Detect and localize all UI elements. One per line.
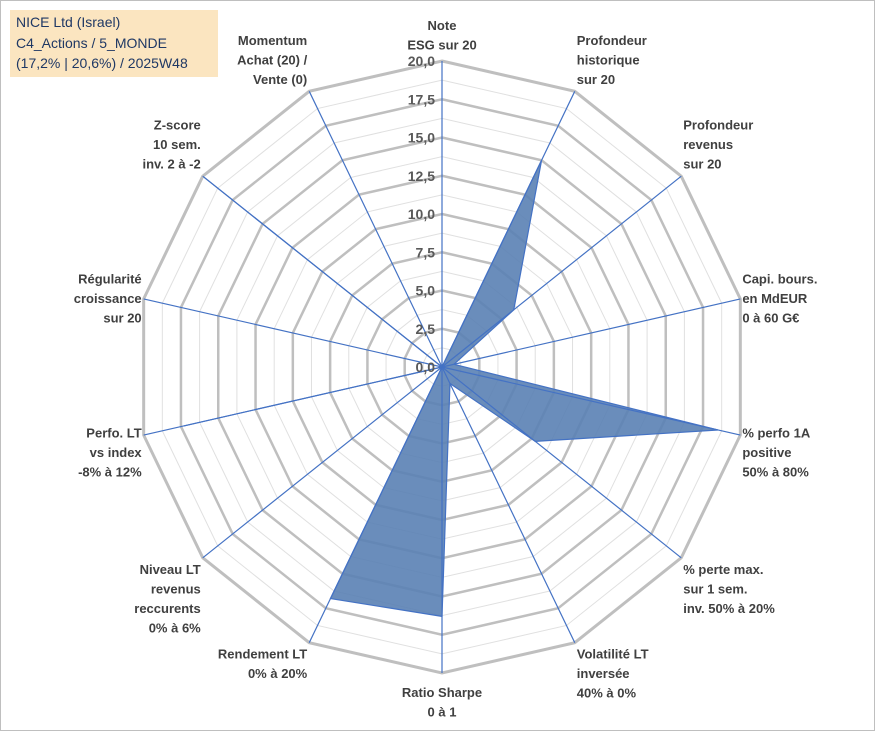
axis-label: Profondeur revenus sur 20 xyxy=(683,118,753,172)
axis-label-line: -8% à 12% xyxy=(78,464,142,479)
axis-label-line: Régularité xyxy=(78,272,142,287)
axis-label: % perfo 1A positive 50% à 80% xyxy=(742,425,811,479)
axis-label-line: 0 à 1 xyxy=(428,705,457,720)
axis-label-line: sur 20 xyxy=(577,72,615,87)
axis-label: Ratio Sharpe 0 à 1 xyxy=(402,685,482,720)
axis-label: % perte max. sur 1 sem. inv. 50% à 20% xyxy=(683,562,775,616)
axis-label-line: inv. 50% à 20% xyxy=(683,601,775,616)
tick-label: 17,5 xyxy=(408,91,435,107)
axis-label: Z-score 10 sem. inv. 2 à -2 xyxy=(142,118,200,172)
radial-tick-labels: 0,0 2,5 5,0 7,5 10,0 12,5 15,0 17,5 20,0 xyxy=(408,53,435,375)
axis-label-line: Vente (0) xyxy=(253,72,307,87)
axis-label-line: 50% à 80% xyxy=(742,464,809,479)
axis-label-line: vs index xyxy=(90,445,143,460)
axis-label-line: en MdEUR xyxy=(742,291,808,306)
axis-label-line: historique xyxy=(577,52,640,67)
axis-label: Rendement LT 0% à 20% xyxy=(218,647,308,682)
axis-label-line: Capi. bours. xyxy=(742,272,817,287)
axis-label-line: revenus xyxy=(151,581,201,596)
tick-label: 20,0 xyxy=(408,53,435,69)
axis-label-line: Niveau LT xyxy=(140,562,201,577)
axis-label-line: 0 à 60 G€ xyxy=(742,311,799,326)
axis-label-line: Momentum xyxy=(238,33,307,48)
category: C4_Actions / 5_MONDE xyxy=(16,33,218,54)
axis-label: Profondeur historique sur 20 xyxy=(577,33,647,87)
info-box: NICE Ltd (Israel) C4_Actions / 5_MONDE (… xyxy=(10,10,218,77)
axis-label-line: 0% à 20% xyxy=(248,666,308,681)
axis-label-line: Rendement LT xyxy=(218,647,307,662)
axis-label-line: Z-score xyxy=(154,118,201,133)
radar-series-area xyxy=(184,160,718,616)
axis-label: Perfo. LT vs index -8% à 12% xyxy=(78,425,142,479)
tick-label: 0,0 xyxy=(416,359,436,375)
axis-label-line: Profondeur xyxy=(577,33,647,48)
axis-label-line: ESG sur 20 xyxy=(407,38,476,53)
axis-label-line: Volatilité LT xyxy=(577,647,649,662)
axis-label: Note ESG sur 20 xyxy=(407,18,476,53)
tick-label: 15,0 xyxy=(408,130,435,146)
axis-label-line: % perte max. xyxy=(683,562,763,577)
tick-label: 5,0 xyxy=(416,283,436,299)
tick-label: 7,5 xyxy=(416,244,436,260)
axis-label-line: Ratio Sharpe xyxy=(402,685,482,700)
axis-label-line: croissance xyxy=(74,291,142,306)
axis-label-line: sur 1 sem. xyxy=(683,581,747,596)
axis-label-line: sur 20 xyxy=(683,157,721,172)
tick-label: 12,5 xyxy=(408,168,435,184)
series-polygon xyxy=(184,160,718,616)
axis-label-line: reccurents xyxy=(134,601,200,616)
axis-label: Régularité croissance sur 20 xyxy=(74,272,142,326)
axis-label-line: inversée xyxy=(577,666,630,681)
tick-label: 2,5 xyxy=(416,321,436,337)
axis-label-line: sur 20 xyxy=(103,311,141,326)
company-name: NICE Ltd (Israel) xyxy=(16,12,218,33)
axis-label-line: % perfo 1A xyxy=(742,425,811,440)
axis-label-line: revenus xyxy=(683,137,733,152)
axis-label: Capi. bours. en MdEUR 0 à 60 G€ xyxy=(742,272,817,326)
axis-label-line: 0% à 6% xyxy=(149,620,201,635)
period-info: (17,2% | 20,6%) / 2025W48 xyxy=(16,53,218,74)
axis-label-line: Achat (20) / xyxy=(237,52,307,67)
axis-label-line: 10 sem. xyxy=(153,137,201,152)
axis-label-line: inv. 2 à -2 xyxy=(142,157,200,172)
axis-label: Momentum Achat (20) / Vente (0) xyxy=(237,33,307,87)
axis-label-line: positive xyxy=(742,445,791,460)
axis-label: Niveau LT revenus reccurents 0% à 6% xyxy=(134,562,201,636)
axis-line xyxy=(442,91,575,367)
axis-label-line: Perfo. LT xyxy=(86,425,141,440)
axis-label: Volatilité LT inversée 40% à 0% xyxy=(577,647,649,701)
tick-label: 10,0 xyxy=(408,206,435,222)
axis-label-line: Note xyxy=(428,18,457,33)
axis-label-line: Profondeur xyxy=(683,118,753,133)
axis-label-line: 40% à 0% xyxy=(577,686,637,701)
